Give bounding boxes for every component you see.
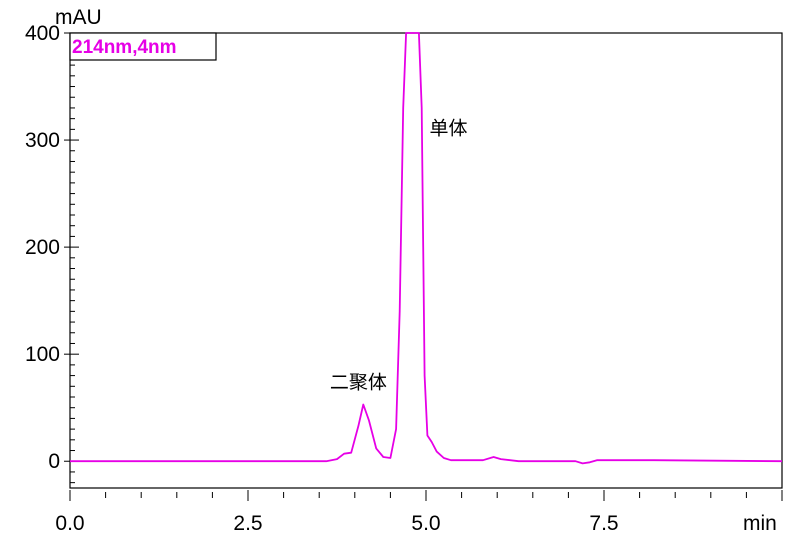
x-tick-label: 7.5 xyxy=(589,512,618,535)
y-tick-label: 0 xyxy=(48,450,60,473)
y-axis-unit-label: mAU xyxy=(55,6,102,29)
y-tick-label: 200 xyxy=(25,236,60,259)
x-tick-label: 0.0 xyxy=(55,512,84,535)
legend-series-label: 214nm,4nm xyxy=(72,37,177,58)
x-axis-unit-label: min xyxy=(743,512,777,535)
peak-annotation: 二聚体 xyxy=(330,371,387,393)
peak-annotation: 单体 xyxy=(430,118,468,140)
y-tick-label: 400 xyxy=(25,22,60,45)
series-line xyxy=(70,32,783,465)
x-tick-label: 5.0 xyxy=(411,512,440,535)
y-tick-label: 100 xyxy=(25,343,60,366)
legend-box xyxy=(69,32,217,61)
legend: 214nm,4nm xyxy=(69,32,217,61)
y-tick-label: 300 xyxy=(25,129,60,152)
x-tick-label: 2.5 xyxy=(233,512,262,535)
plot-area-frame xyxy=(69,32,783,489)
